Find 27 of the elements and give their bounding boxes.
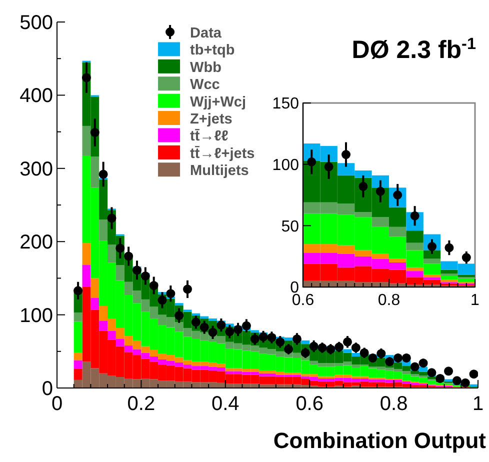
x-tick-label: 0.8 xyxy=(378,292,400,309)
legend-label: Z+jets xyxy=(190,112,232,128)
annotation: DØ 2.3 fb$^{-1}$ xyxy=(352,35,476,64)
legend-label: Wcc xyxy=(190,77,220,94)
x-axis-title: Combination Output xyxy=(273,428,487,453)
x-tick-label: 0.4 xyxy=(211,393,240,415)
legend-label: tt̄→ℓℓ xyxy=(190,128,228,145)
legend-label: tt̄→ℓ+jets xyxy=(190,146,255,162)
x-tick-label: 0.6 xyxy=(296,393,324,415)
legend-label: Data xyxy=(190,26,222,42)
y-tick-label: 400 xyxy=(20,85,53,108)
legend-label: Wjj+Wcj xyxy=(190,94,246,110)
y-tick-label: 300 xyxy=(20,158,53,180)
y-tick-label: 100 xyxy=(20,304,53,327)
y-tick-label: 0 xyxy=(42,378,53,400)
x-tick-label: 1 xyxy=(470,292,480,309)
legend-label: Multijets xyxy=(190,163,249,180)
legend-label: tb+tqb xyxy=(190,42,235,59)
y-tick-label: 50 xyxy=(281,218,300,236)
y-tick-label: 500 xyxy=(20,12,53,34)
y-tick-label: 200 xyxy=(20,232,53,254)
x-tick-label: 0.2 xyxy=(127,393,156,415)
x-tick-label: 1 xyxy=(472,393,484,415)
y-tick-label: 100 xyxy=(272,156,300,174)
y-tick-label: 150 xyxy=(272,96,300,113)
x-tick-label: 0.8 xyxy=(380,393,408,415)
legend-label: Wbb xyxy=(190,60,222,76)
